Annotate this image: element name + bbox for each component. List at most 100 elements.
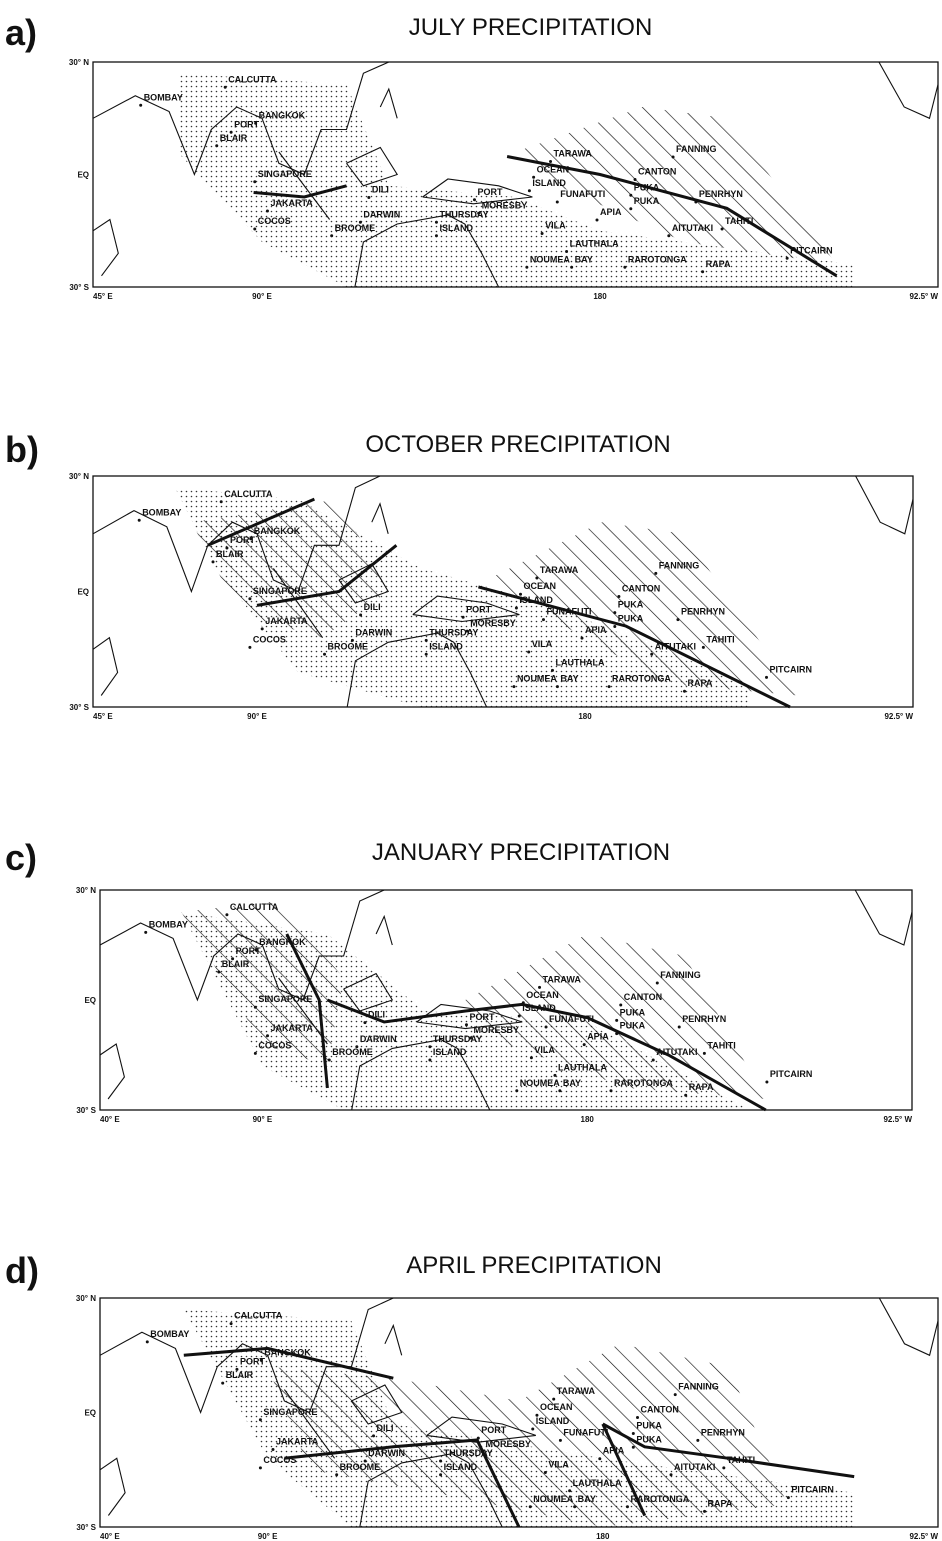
station-dot <box>225 546 229 550</box>
station-dot <box>633 178 637 181</box>
station-dot <box>671 155 675 159</box>
station-dot <box>553 1073 557 1077</box>
convergence-line <box>285 933 329 1089</box>
station-label: PENRHYN <box>682 1014 726 1024</box>
station-dot <box>615 1018 619 1022</box>
station-label: MORESBY <box>474 1025 520 1035</box>
coastline <box>92 218 119 277</box>
convergence-line <box>207 497 315 547</box>
station-dot <box>359 613 363 617</box>
station-dot <box>253 1005 257 1009</box>
station-label: PUKA <box>636 1434 662 1444</box>
map-panel: d) APRIL PRECIPITATION 30° N EQ 30° S 40° E 90… <box>5 1250 939 1541</box>
station-dot <box>570 265 574 269</box>
station-dot <box>677 1025 681 1029</box>
station-label: ISLAND <box>532 178 566 188</box>
station-label: PORT <box>481 1425 507 1435</box>
station-label: OCEAN <box>537 164 570 174</box>
convergence-line <box>602 1422 855 1479</box>
station-dot <box>515 1089 519 1093</box>
station-label: APIA <box>585 625 607 635</box>
station-dot <box>538 985 542 989</box>
coastline <box>99 1297 394 1415</box>
station-dot <box>231 957 235 961</box>
coastline <box>878 61 939 120</box>
station-label: AITUTAKI <box>674 1462 715 1472</box>
station-label: TAHITI <box>707 1040 735 1050</box>
station-dot <box>219 500 223 504</box>
coastline <box>350 1384 403 1425</box>
station-dot <box>221 1381 225 1385</box>
station-label: RAPA <box>706 259 731 269</box>
lon-label: 40° E <box>100 1115 120 1124</box>
coastline <box>375 914 393 946</box>
station-label: ISLAND <box>444 1462 478 1472</box>
station-label: JAKARTA <box>271 1023 314 1033</box>
station-label: ISLAND <box>519 595 553 605</box>
lon-label: 92.5° W <box>909 1532 938 1541</box>
station-dot <box>323 652 327 656</box>
station-label: CALCUTTA <box>230 902 279 912</box>
station-dot <box>527 650 531 654</box>
station-label: VILA <box>532 639 553 649</box>
station-dot <box>765 1080 769 1084</box>
lon-label: 45° E <box>93 712 113 721</box>
station-dot <box>543 1470 547 1474</box>
station-dot <box>535 1413 539 1417</box>
station-dot <box>363 1459 367 1463</box>
station-label: APIA <box>587 1032 609 1042</box>
station-dot <box>535 576 539 580</box>
station-label: ISLAND <box>433 1047 467 1057</box>
station-label: NOUMEA <box>520 1078 560 1088</box>
station-label: DILI <box>368 1010 385 1020</box>
station-dot <box>615 1032 619 1036</box>
station-dot <box>265 209 269 213</box>
lat-label: 30° N <box>76 886 96 895</box>
lat-label: EQ <box>84 1409 96 1418</box>
station-label: JAKARTA <box>270 198 313 208</box>
station-dot <box>673 1393 677 1397</box>
station-label: TARAWA <box>554 149 593 159</box>
station-label: ISLAND <box>429 641 463 651</box>
station-dot <box>702 1051 706 1055</box>
map-frame <box>99 889 913 1111</box>
convergence-line <box>256 544 398 607</box>
station-label: COCOS <box>253 634 286 644</box>
station-dot <box>527 189 531 193</box>
station-label: BROOME <box>335 223 376 233</box>
station-label: PORT <box>240 1356 266 1366</box>
station-label: PUKA <box>636 1421 662 1431</box>
station-dot <box>785 256 789 260</box>
convergence-line <box>601 1423 647 1517</box>
station-label: CANTON <box>641 1405 679 1415</box>
station-dot <box>428 1045 432 1049</box>
station-label: PORT <box>466 604 492 614</box>
station-dot <box>683 689 686 693</box>
station-dot <box>617 595 621 598</box>
station-dot <box>424 638 428 642</box>
station-dot <box>477 211 481 215</box>
lon-label: 92.5° W <box>884 712 913 721</box>
station-dot <box>254 121 258 125</box>
station-dot <box>595 218 599 222</box>
station-label: ISLAND <box>536 1416 570 1426</box>
station-dot <box>439 1473 443 1477</box>
station-dot <box>424 652 428 656</box>
station-dot <box>514 606 518 610</box>
station-label: BOMBAY <box>150 1329 189 1339</box>
station-dot <box>703 1509 707 1513</box>
station-dot <box>428 1058 432 1062</box>
convergence-line <box>326 998 767 1112</box>
station-label: DARWIN <box>363 209 400 219</box>
station-label: DARWIN <box>360 1034 397 1044</box>
lon-label: 90° E <box>252 292 272 301</box>
station-dot <box>629 193 633 197</box>
station-label: FANNING <box>659 560 700 570</box>
station-label: ISLAND <box>439 223 473 233</box>
station-label: FUNAFUTI <box>563 1427 608 1437</box>
hatch-region <box>486 522 799 696</box>
station-dot <box>573 1505 577 1509</box>
station-dot <box>253 180 257 184</box>
station-dot <box>676 618 680 622</box>
station-label: JAKARTA <box>265 616 308 626</box>
